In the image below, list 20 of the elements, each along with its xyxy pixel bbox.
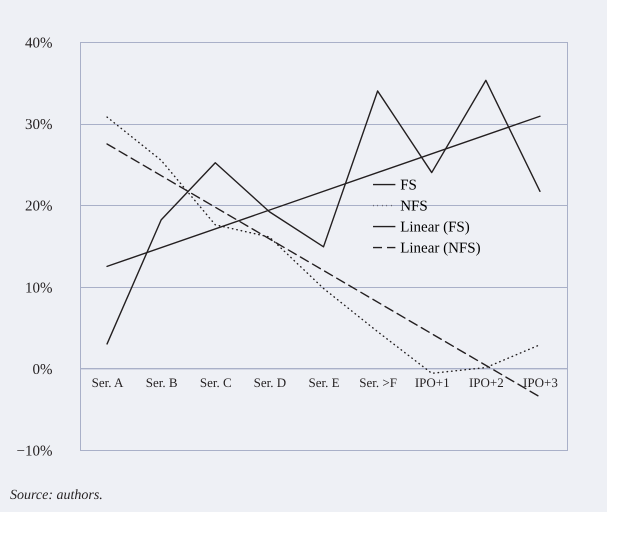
x-tick-label: IPO+3	[523, 374, 558, 390]
x-tick-label: IPO+2	[468, 374, 504, 390]
y-tick-label: −10%	[16, 444, 52, 460]
y-tick-label: 30%	[25, 117, 52, 134]
legend-label: Linear (FS)	[400, 220, 470, 236]
x-tick-label: Ser. D	[254, 374, 286, 390]
x-tick-label: Ser. A	[92, 374, 124, 390]
source-note: Source: authors.	[10, 488, 103, 503]
y-tick-label: 0%	[32, 362, 52, 378]
legend-label: Linear (NFS)	[400, 240, 481, 257]
x-tick-label: Ser. B	[146, 374, 178, 390]
x-tick-label: Ser. E	[308, 374, 340, 390]
x-tick-label: Ser. C	[200, 374, 232, 390]
x-tick-label: IPO+1	[414, 374, 450, 390]
legend-label: NFS	[400, 198, 428, 215]
x-tick-label: Ser. >F	[359, 374, 397, 390]
y-tick-label: 20%	[25, 198, 52, 215]
y-tick-label: 10%	[25, 280, 52, 296]
legend-label: FS	[400, 178, 417, 194]
y-tick-label: 40%	[25, 36, 52, 52]
